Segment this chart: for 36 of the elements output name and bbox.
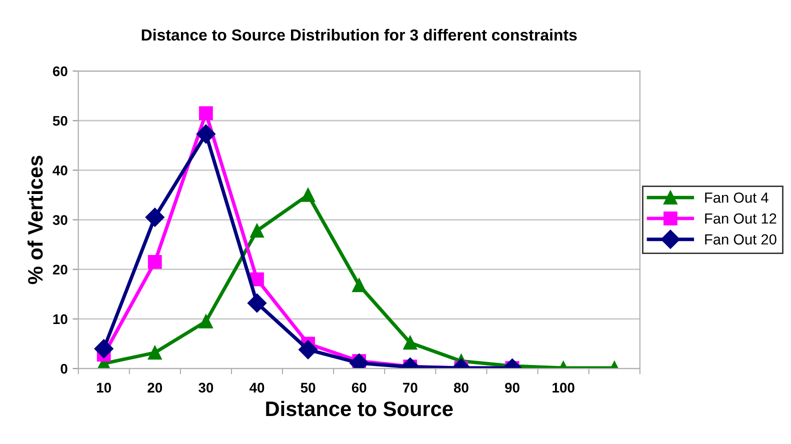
x-tick-label: 60 bbox=[352, 382, 366, 393]
y-tick-label: 50 bbox=[52, 116, 68, 126]
x-tick-label: 100 bbox=[552, 382, 574, 393]
point bbox=[199, 106, 213, 120]
y-tick-label: 0 bbox=[60, 364, 68, 374]
point bbox=[247, 294, 267, 313]
legend-label: Fan Out 4 bbox=[705, 192, 768, 203]
x-tick-label: 90 bbox=[505, 382, 520, 393]
point bbox=[298, 340, 318, 360]
y-tick-label: 40 bbox=[52, 166, 68, 176]
point bbox=[301, 188, 316, 202]
y-axis-title: % of Vertices bbox=[27, 156, 43, 284]
point bbox=[148, 346, 162, 360]
x-tick-label: 20 bbox=[148, 382, 162, 393]
point bbox=[403, 336, 418, 350]
y-tick-label: 10 bbox=[53, 314, 68, 324]
point bbox=[352, 278, 366, 292]
point bbox=[196, 124, 216, 144]
y-tick-label: 30 bbox=[52, 215, 68, 225]
x-tick-label: 40 bbox=[249, 382, 264, 393]
point bbox=[145, 208, 164, 227]
chart-title: Distance to Source Distribution for 3 different constraints bbox=[142, 28, 577, 41]
legend-label: Fan Out 20 bbox=[705, 234, 776, 245]
x-tick-label: 10 bbox=[96, 382, 111, 393]
point bbox=[199, 314, 213, 328]
x-tick-label: 50 bbox=[300, 382, 316, 393]
x-tick-label: 80 bbox=[454, 382, 468, 393]
y-tick-label: 20 bbox=[52, 264, 68, 275]
point bbox=[148, 254, 162, 269]
y-tick-label: 60 bbox=[52, 66, 68, 76]
x-tick-label: 70 bbox=[403, 382, 418, 393]
point bbox=[250, 224, 264, 238]
point bbox=[94, 339, 114, 358]
x-tick-label: 30 bbox=[198, 382, 214, 393]
legend-label: Fan Out 12 bbox=[705, 213, 776, 224]
x-axis-title: Distance to Source bbox=[266, 400, 453, 416]
